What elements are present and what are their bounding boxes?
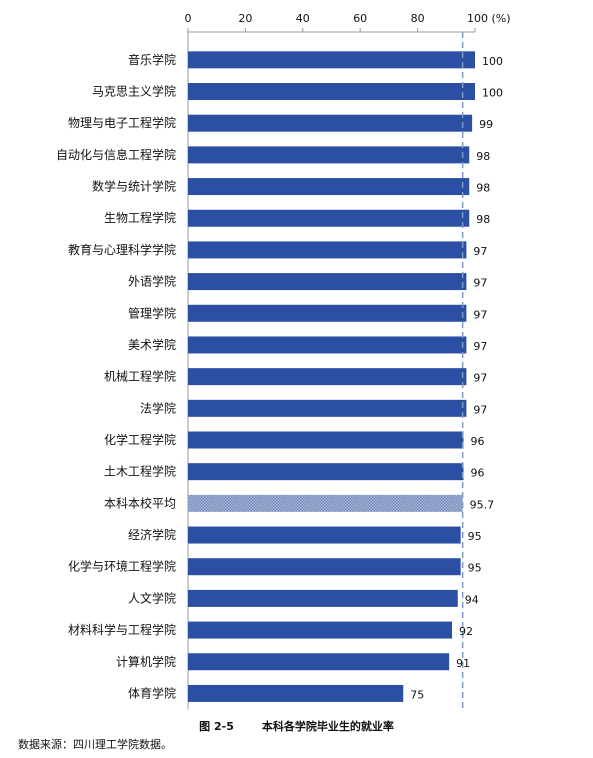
value-label: 75 <box>410 688 424 701</box>
value-label: 98 <box>476 150 490 163</box>
value-label: 96 <box>471 467 485 480</box>
value-label: 95 <box>468 562 482 575</box>
category-label: 教育与心理科学学院 <box>68 242 176 257</box>
bar <box>188 526 461 544</box>
bar <box>188 336 467 354</box>
value-label: 97 <box>473 403 487 416</box>
value-label: 97 <box>473 308 487 321</box>
value-label: 98 <box>476 182 490 195</box>
bar <box>188 653 450 671</box>
x-tick-label: 60 <box>353 12 367 25</box>
category-label: 生物工程学院 <box>104 210 176 225</box>
value-label: 97 <box>473 277 487 290</box>
bar <box>188 368 467 386</box>
figure-caption: 图 2-5 本科各学院毕业生的就业率 <box>0 718 593 734</box>
category-label: 马克思主义学院 <box>92 84 176 99</box>
bar <box>188 209 470 227</box>
bar <box>188 83 475 101</box>
bar <box>188 399 467 417</box>
category-label: 物理与电子工程学院 <box>68 115 176 130</box>
category-label: 人文学院 <box>128 590 176 605</box>
category-label: 音乐学院 <box>128 52 176 67</box>
average-bar <box>188 494 463 512</box>
bar <box>188 589 458 607</box>
bar <box>188 304 467 322</box>
category-label: 本科本校平均 <box>104 495 176 510</box>
value-label: 97 <box>473 340 487 353</box>
category-label: 计算机学院 <box>116 654 176 669</box>
x-tick-label: 0 <box>185 12 192 25</box>
category-label: 管理学院 <box>128 305 176 320</box>
value-label: 97 <box>473 372 487 385</box>
category-label: 自动化与信息工程学院 <box>56 147 176 162</box>
x-tick-label: 20 <box>238 12 252 25</box>
category-label: 法学院 <box>140 400 176 415</box>
x-tick-label: 80 <box>411 12 425 25</box>
x-tick-label: 100 (%) <box>467 12 511 25</box>
bar <box>188 431 464 449</box>
category-label: 化学与环境工程学院 <box>68 559 176 574</box>
bar <box>188 146 470 164</box>
category-label: 经济学院 <box>128 527 176 542</box>
bar <box>188 178 470 196</box>
bars-group <box>188 51 475 702</box>
value-label: 98 <box>476 213 490 226</box>
category-label: 化学工程学院 <box>104 432 176 447</box>
figure-number: 图 2-5 <box>199 720 234 733</box>
labels-group: 音乐学院 100 马克思主义学院 100 物理与电子工程学院 99 自动化与信息工程学院 98… <box>56 52 503 702</box>
value-label: 95.7 <box>470 498 495 511</box>
value-label: 99 <box>479 118 493 131</box>
value-label: 92 <box>459 625 473 638</box>
bar <box>188 114 473 132</box>
bar <box>188 558 461 576</box>
value-label: 94 <box>465 593 479 606</box>
bar <box>188 621 453 639</box>
value-label: 96 <box>471 435 485 448</box>
category-label: 外语学院 <box>128 274 176 289</box>
category-label: 美术学院 <box>128 337 176 352</box>
category-label: 数学与统计学院 <box>92 179 176 194</box>
bar <box>188 273 467 291</box>
value-label: 91 <box>456 657 470 670</box>
figure-title: 本科各学院毕业生的就业率 <box>261 720 394 733</box>
category-label: 土木工程学院 <box>104 464 176 479</box>
bar <box>188 463 464 481</box>
category-label: 机械工程学院 <box>104 369 176 384</box>
value-label: 95 <box>468 530 482 543</box>
value-label: 97 <box>473 245 487 258</box>
category-label: 材料科学与工程学院 <box>68 622 176 637</box>
value-label: 100 <box>482 87 503 100</box>
bar <box>188 241 467 259</box>
source-note: 数据来源：四川理工学院数据。 <box>18 738 172 751</box>
value-label: 100 <box>482 55 503 68</box>
x-tick-label: 40 <box>296 12 310 25</box>
category-label: 体育学院 <box>128 685 176 700</box>
bar <box>188 51 475 69</box>
bar <box>188 684 404 702</box>
x-axis: 0 20 40 60 80 100 (%) <box>185 12 511 710</box>
employment-rate-bar-chart: 0 20 40 60 80 100 (%) 音乐学院 100 马克思主义学院 100 物理与电子工… <box>56 12 511 710</box>
